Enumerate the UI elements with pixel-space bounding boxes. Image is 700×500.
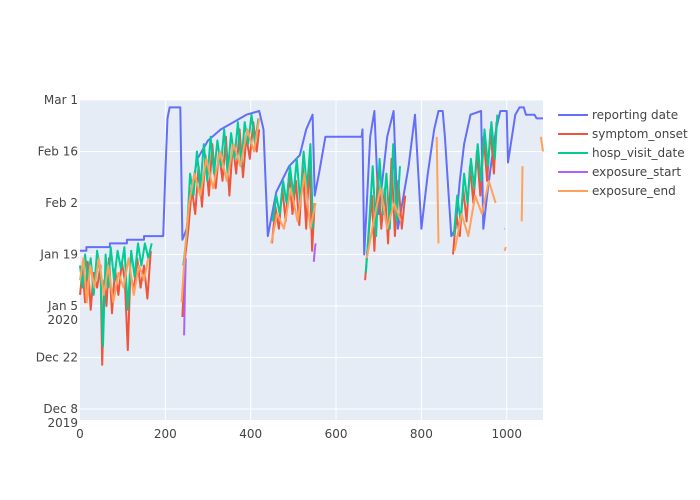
- legend-label: exposure_start: [592, 165, 681, 179]
- legend-label: symptom_onset: [592, 127, 688, 141]
- legend-item[interactable]: exposure_end: [558, 184, 676, 198]
- series-line-3: [79, 113, 499, 348]
- series-line-1: [80, 106, 543, 256]
- x-tick-label: 800: [410, 427, 433, 441]
- x-tick-label: 1000: [491, 427, 522, 441]
- legend-label: exposure_end: [592, 184, 676, 198]
- y-tick-label: Feb 2: [45, 196, 78, 210]
- x-tick-label: 600: [325, 427, 348, 441]
- y-tick-year-label: 2020: [47, 313, 78, 327]
- x-tick-label: 0: [76, 427, 84, 441]
- legend-item[interactable]: exposure_start: [558, 165, 681, 179]
- legend-item[interactable]: hosp_visit_date: [558, 146, 685, 160]
- y-tick-label: Feb 16: [38, 144, 78, 158]
- legend-label: reporting date: [592, 108, 678, 122]
- y-tick-year-label: 2019: [47, 416, 78, 430]
- x-tick-label: 200: [154, 427, 177, 441]
- series-layer: [79, 106, 544, 366]
- y-tick-label: Dec 22: [36, 350, 78, 364]
- x-tick-label: 400: [239, 427, 262, 441]
- legend[interactable]: reporting date symptom_onset hosp_visit_da…: [558, 108, 688, 198]
- x-axis: 0 200 400 600 800 1000: [76, 427, 522, 441]
- y-tick-label: Dec 8: [43, 402, 78, 416]
- series-line-5: [79, 118, 544, 304]
- y-tick-label: Mar 1: [44, 93, 78, 107]
- series-line-4: [183, 227, 505, 336]
- legend-item[interactable]: reporting date: [558, 108, 678, 122]
- legend-label: hosp_visit_date: [592, 146, 685, 160]
- y-tick-label: Jan 5: [47, 299, 78, 313]
- legend-item[interactable]: symptom_onset: [558, 127, 688, 141]
- y-tick-label: Jan 19: [39, 247, 78, 261]
